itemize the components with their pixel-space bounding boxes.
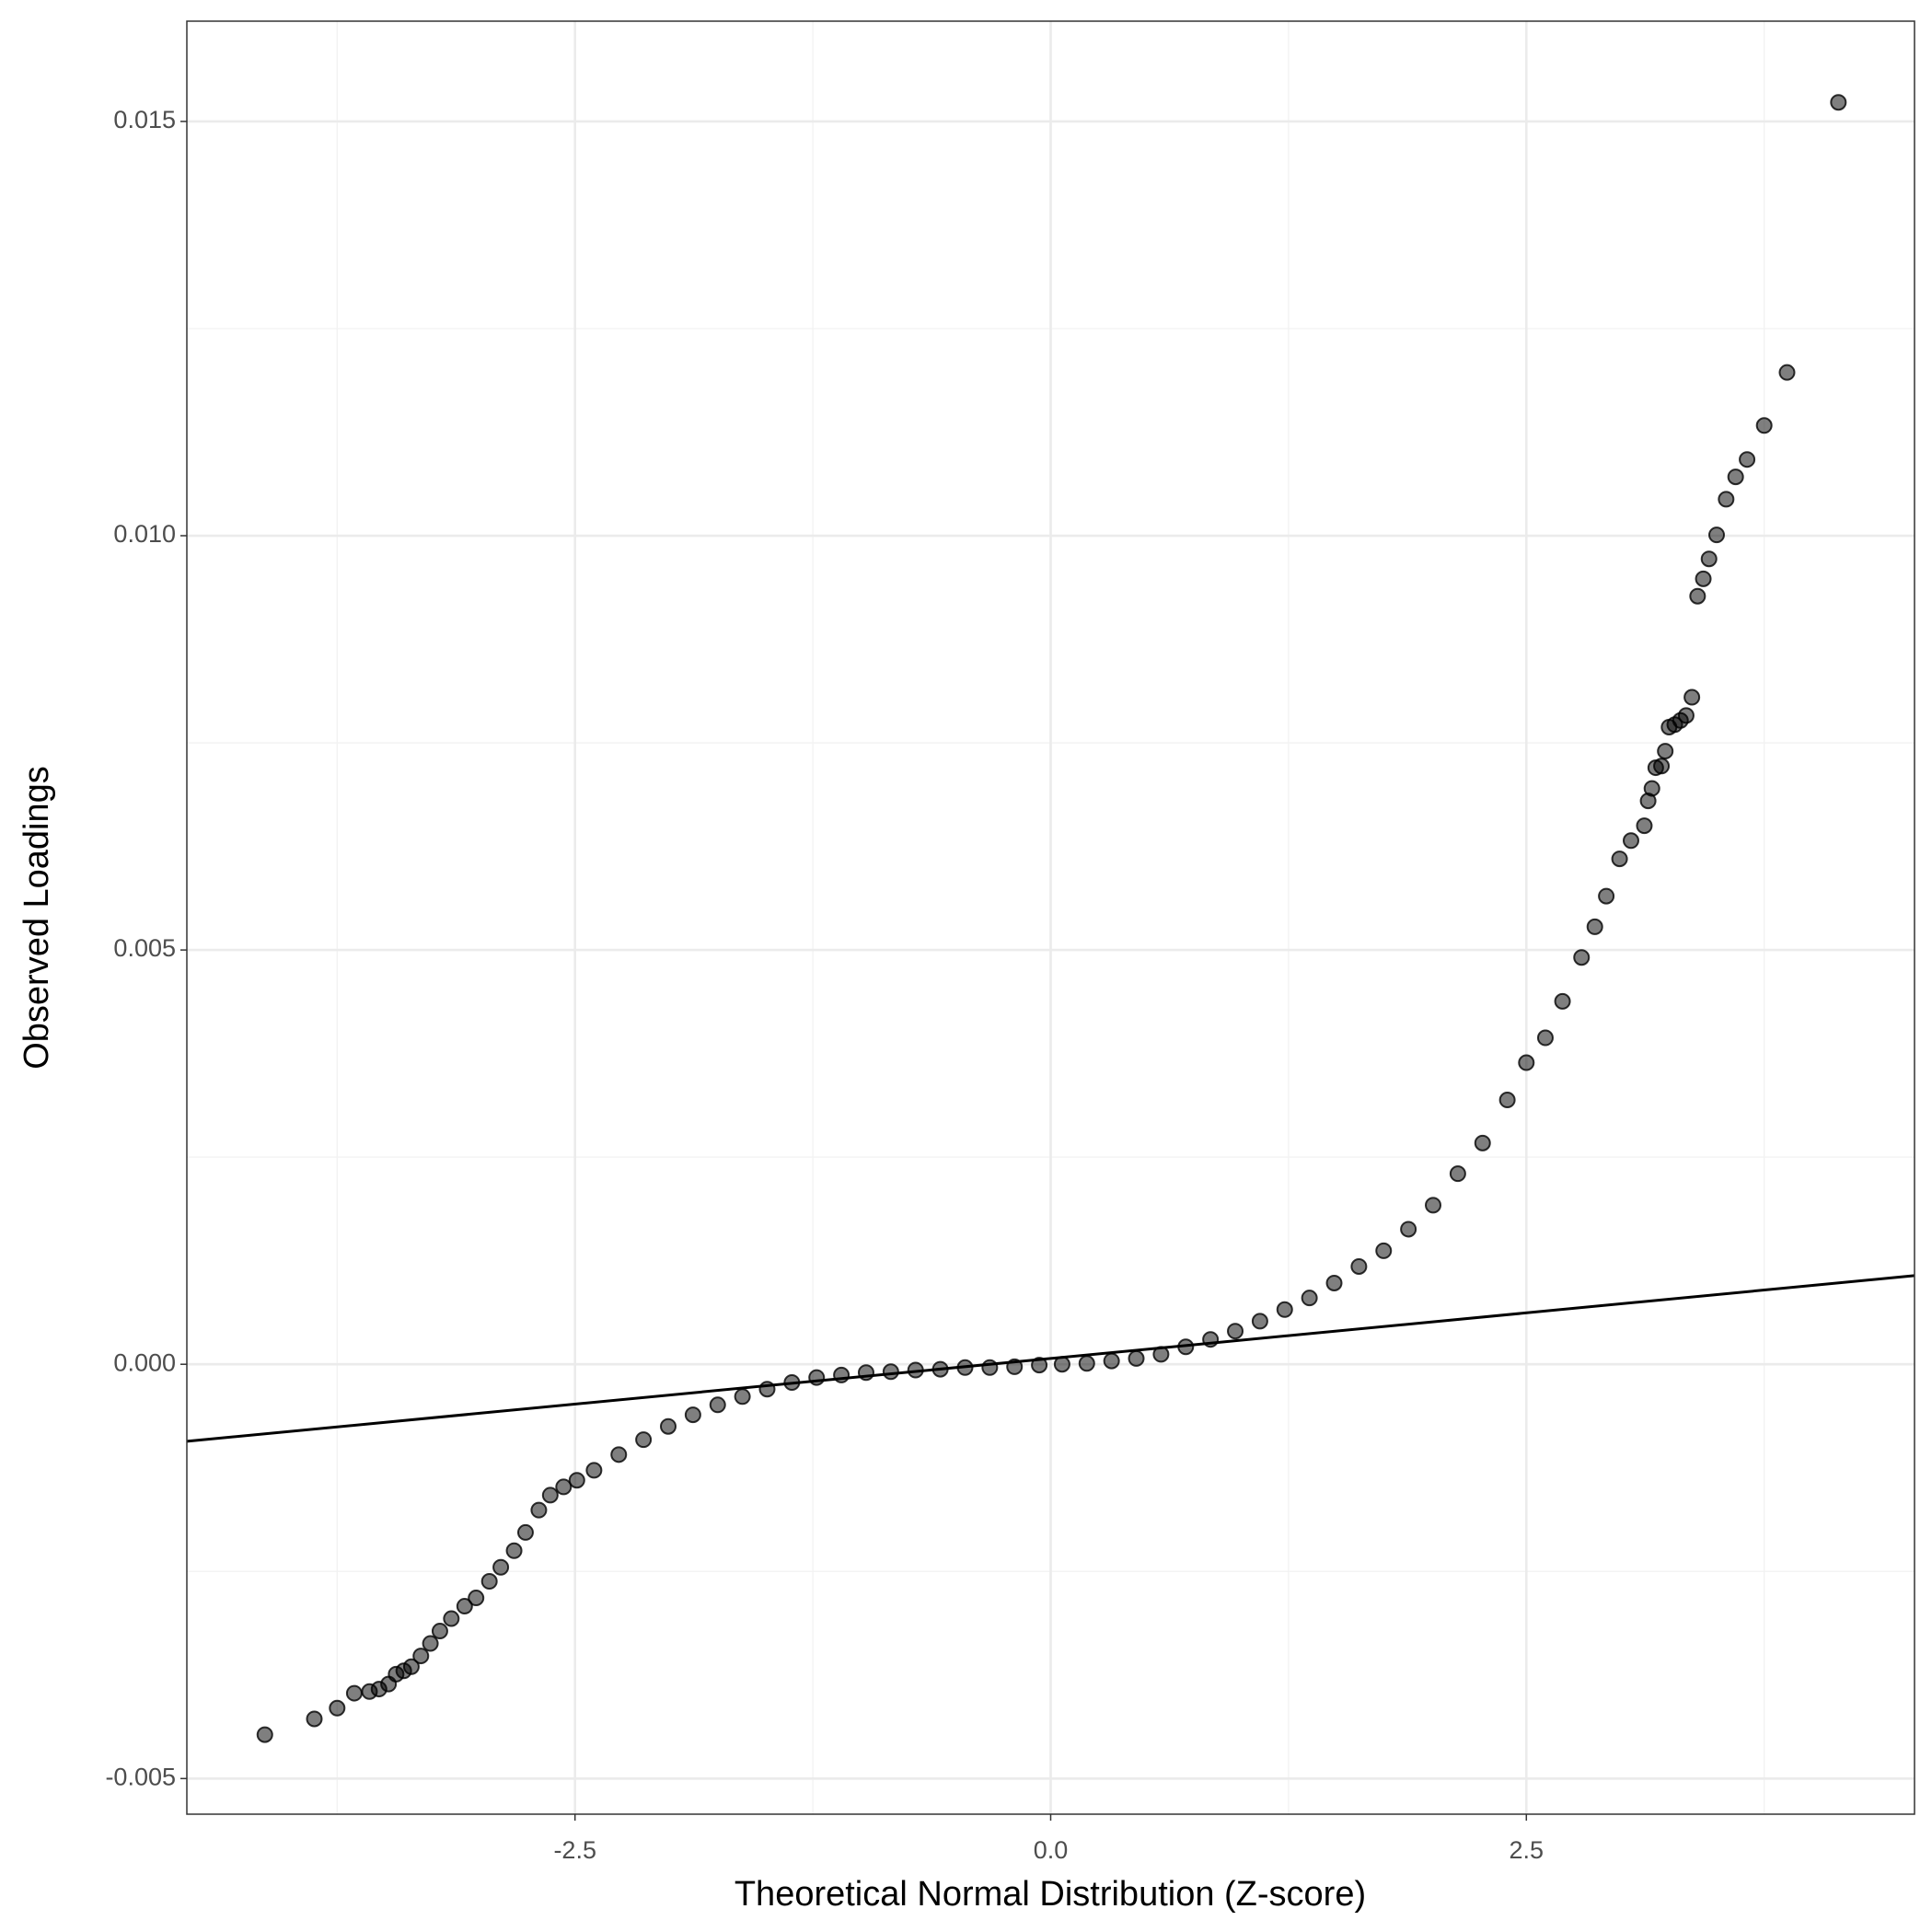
- point: [882, 1363, 899, 1381]
- x-axis-title: Theoretical Normal Distribution (Z-score…: [735, 1875, 1366, 1914]
- point: [480, 1573, 498, 1591]
- x-tick-label: 0.0: [1034, 1836, 1069, 1864]
- x-tick-label: 2.5: [1510, 1836, 1544, 1864]
- point: [1301, 1290, 1318, 1307]
- point: [1103, 1352, 1120, 1370]
- point: [1078, 1355, 1095, 1372]
- point: [635, 1431, 653, 1449]
- point: [1653, 758, 1671, 775]
- reference-line: [186, 1274, 1915, 1443]
- point: [1830, 94, 1847, 111]
- point: [443, 1610, 460, 1627]
- point: [1536, 1029, 1554, 1047]
- point: [329, 1699, 346, 1717]
- point: [530, 1501, 548, 1519]
- point: [610, 1446, 628, 1463]
- x-tick-label: -2.5: [553, 1836, 596, 1864]
- point: [1573, 949, 1591, 966]
- point: [1718, 491, 1735, 508]
- y-tick-label: 0.005: [113, 934, 176, 962]
- point: [345, 1684, 363, 1702]
- point: [1700, 550, 1718, 568]
- point: [734, 1388, 751, 1406]
- y-axis-title: Observed Loadings: [17, 766, 56, 1070]
- point: [1375, 1242, 1393, 1259]
- y-tick-label: -0.005: [105, 1763, 176, 1790]
- point: [1755, 417, 1773, 434]
- point: [402, 1658, 420, 1675]
- point: [256, 1726, 273, 1743]
- point: [412, 1648, 430, 1665]
- point: [1689, 587, 1706, 605]
- point: [492, 1558, 510, 1576]
- point: [1251, 1313, 1268, 1330]
- point: [468, 1590, 485, 1607]
- y-tick-label: 0.000: [113, 1348, 176, 1376]
- point: [709, 1396, 726, 1414]
- point: [1031, 1357, 1048, 1374]
- point: [1598, 887, 1615, 905]
- point: [1622, 832, 1639, 850]
- point: [1518, 1054, 1535, 1071]
- point: [1611, 850, 1628, 868]
- point: [306, 1710, 323, 1728]
- point: [1739, 451, 1756, 469]
- point: [1636, 817, 1653, 835]
- y-tick-label: 0.010: [113, 520, 176, 548]
- point: [1695, 570, 1712, 587]
- point: [1643, 780, 1660, 797]
- point: [516, 1523, 534, 1541]
- point: [1778, 364, 1796, 381]
- point: [659, 1417, 677, 1435]
- point: [1128, 1349, 1145, 1367]
- point: [456, 1598, 473, 1615]
- point: [1325, 1274, 1343, 1291]
- point: [431, 1623, 448, 1640]
- point: [1708, 526, 1726, 544]
- point: [1474, 1134, 1491, 1151]
- point: [1677, 707, 1695, 724]
- point: [1425, 1197, 1442, 1214]
- point: [1554, 992, 1571, 1010]
- point: [1727, 469, 1744, 486]
- point: [684, 1406, 701, 1424]
- y-tick-label: 0.015: [113, 106, 176, 133]
- point: [585, 1462, 603, 1479]
- point: [1400, 1221, 1417, 1238]
- point: [1498, 1092, 1516, 1109]
- point: [505, 1542, 523, 1559]
- point: [1449, 1165, 1466, 1183]
- point: [422, 1635, 439, 1652]
- point: [1350, 1257, 1368, 1275]
- point: [555, 1478, 573, 1496]
- point: [1657, 743, 1674, 760]
- point: [1586, 918, 1603, 935]
- point: [1683, 688, 1701, 706]
- point: [568, 1472, 585, 1489]
- point: [541, 1487, 559, 1504]
- point: [1276, 1301, 1293, 1318]
- panel-border: [186, 20, 1915, 1815]
- point: [1227, 1323, 1244, 1340]
